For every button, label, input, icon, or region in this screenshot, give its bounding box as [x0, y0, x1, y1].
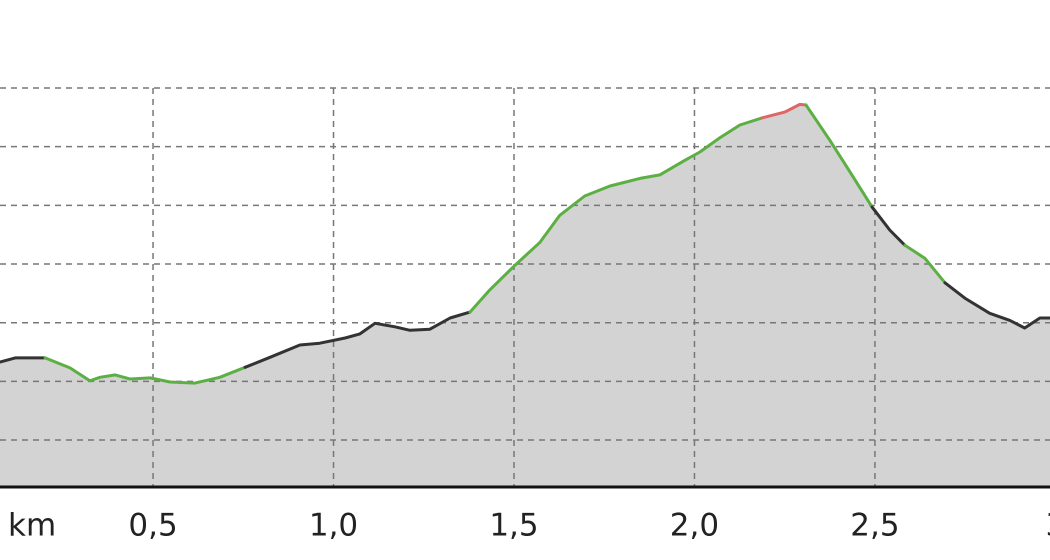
area [0, 357, 46, 488]
x-tick-label: 0,5 [128, 508, 177, 544]
profile-line [903, 243, 947, 285]
area [871, 205, 906, 488]
profile-line [43, 356, 247, 385]
area [805, 103, 873, 488]
area [944, 281, 1050, 488]
area [244, 311, 471, 488]
area [904, 244, 946, 488]
areas [0, 103, 1050, 488]
profile-line [870, 205, 907, 247]
x-ticks: 0,5 1,0 1,5 2,0 2,5 3 [128, 508, 1050, 544]
profile-line [468, 116, 764, 314]
x-axis-label: km [8, 508, 56, 544]
profile-line [760, 102, 808, 120]
x-tick-label: 1,0 [309, 508, 358, 544]
profile-line [0, 356, 47, 364]
profile-line [243, 310, 472, 369]
area [761, 103, 807, 488]
profile-line [943, 281, 1050, 330]
lines [0, 102, 1050, 385]
x-tick-label: 1,5 [489, 508, 538, 544]
grid [0, 87, 1050, 487]
profile-line [804, 103, 874, 209]
x-tick-label: 3 [1046, 508, 1050, 544]
x-tick-label: 2,0 [670, 508, 719, 544]
x-tick-label: 2,5 [850, 508, 899, 544]
